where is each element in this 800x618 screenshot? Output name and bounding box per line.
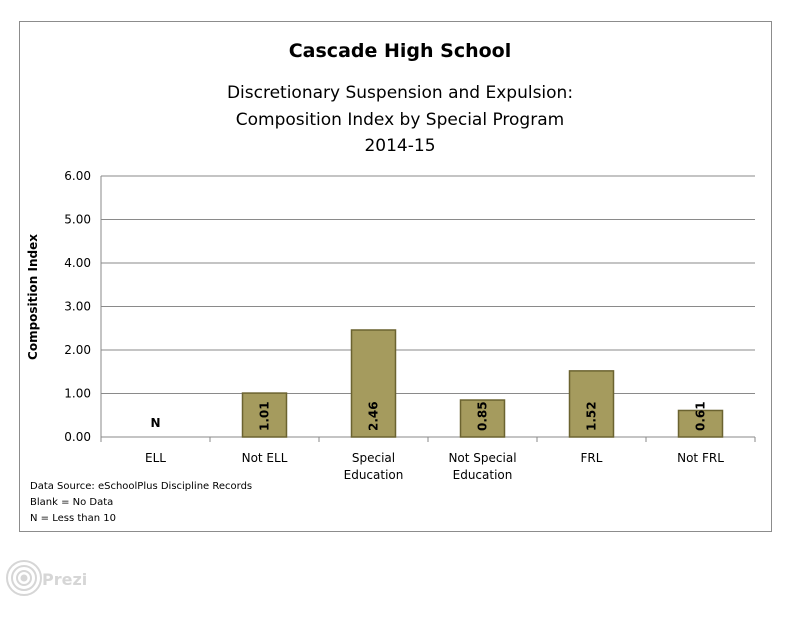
prezi-logo-icon bbox=[6, 560, 42, 596]
chart-frame bbox=[19, 21, 772, 532]
x-category-label-line: FRL bbox=[580, 451, 603, 465]
x-category-label-line: Education bbox=[452, 468, 513, 482]
bar-data-label: 1.52 bbox=[585, 401, 599, 431]
x-category-label: Not ELL bbox=[211, 450, 319, 467]
prezi-watermark: Prezi bbox=[6, 560, 87, 596]
x-category-label-line: Not FRL bbox=[677, 451, 724, 465]
bar-data-label: 1.01 bbox=[258, 401, 272, 431]
chart-subtitle-line-2: Composition Index by Special Program bbox=[235, 110, 565, 130]
y-tick-label: 2.00 bbox=[64, 343, 91, 357]
x-category-label: Special Education bbox=[320, 450, 428, 484]
x-category-label-line: ELL bbox=[145, 451, 166, 465]
x-category-label: Not Special Education bbox=[429, 450, 537, 484]
y-tick-label: 3.00 bbox=[64, 300, 91, 314]
y-tick-label: 5.00 bbox=[64, 213, 91, 227]
y-tick-label: 1.00 bbox=[64, 387, 91, 401]
x-category-label-line: Not ELL bbox=[241, 451, 288, 465]
note-blank-meaning: Blank = No Data bbox=[30, 497, 114, 508]
x-category-label: FRL bbox=[538, 450, 646, 467]
y-tick-label: 0.00 bbox=[64, 430, 91, 444]
bar bbox=[568, 370, 615, 438]
prezi-watermark-text: Prezi bbox=[42, 570, 87, 589]
y-tick-label: 6.00 bbox=[64, 169, 91, 183]
note-data-source: Data Source: eSchoolPlus Discipline Reco… bbox=[30, 481, 253, 492]
bar bbox=[459, 399, 506, 438]
y-tick-label: 4.00 bbox=[64, 256, 91, 270]
bar-data-label: 2.46 bbox=[367, 401, 381, 431]
bar bbox=[241, 392, 288, 438]
bar-data-label: 0.85 bbox=[476, 401, 490, 431]
bar-data-label: N bbox=[150, 416, 160, 430]
x-category-label: ELL bbox=[102, 450, 210, 467]
chart-subtitle-line-3: 2014-15 bbox=[364, 136, 436, 156]
bar-data-label: 0.61 bbox=[694, 401, 708, 431]
bar bbox=[677, 409, 724, 438]
chart-subtitle-line-1: Discretionary Suspension and Expulsion: bbox=[226, 83, 574, 103]
x-category-label-line: Special bbox=[351, 451, 396, 465]
note-n-meaning: N = Less than 10 bbox=[30, 513, 116, 524]
x-category-label-line: Not Special bbox=[448, 451, 517, 465]
x-category-label-line: Education bbox=[343, 468, 404, 482]
chart-title: Cascade High School bbox=[288, 40, 512, 62]
bar bbox=[350, 329, 397, 438]
x-category-label: Not FRL bbox=[647, 450, 755, 467]
